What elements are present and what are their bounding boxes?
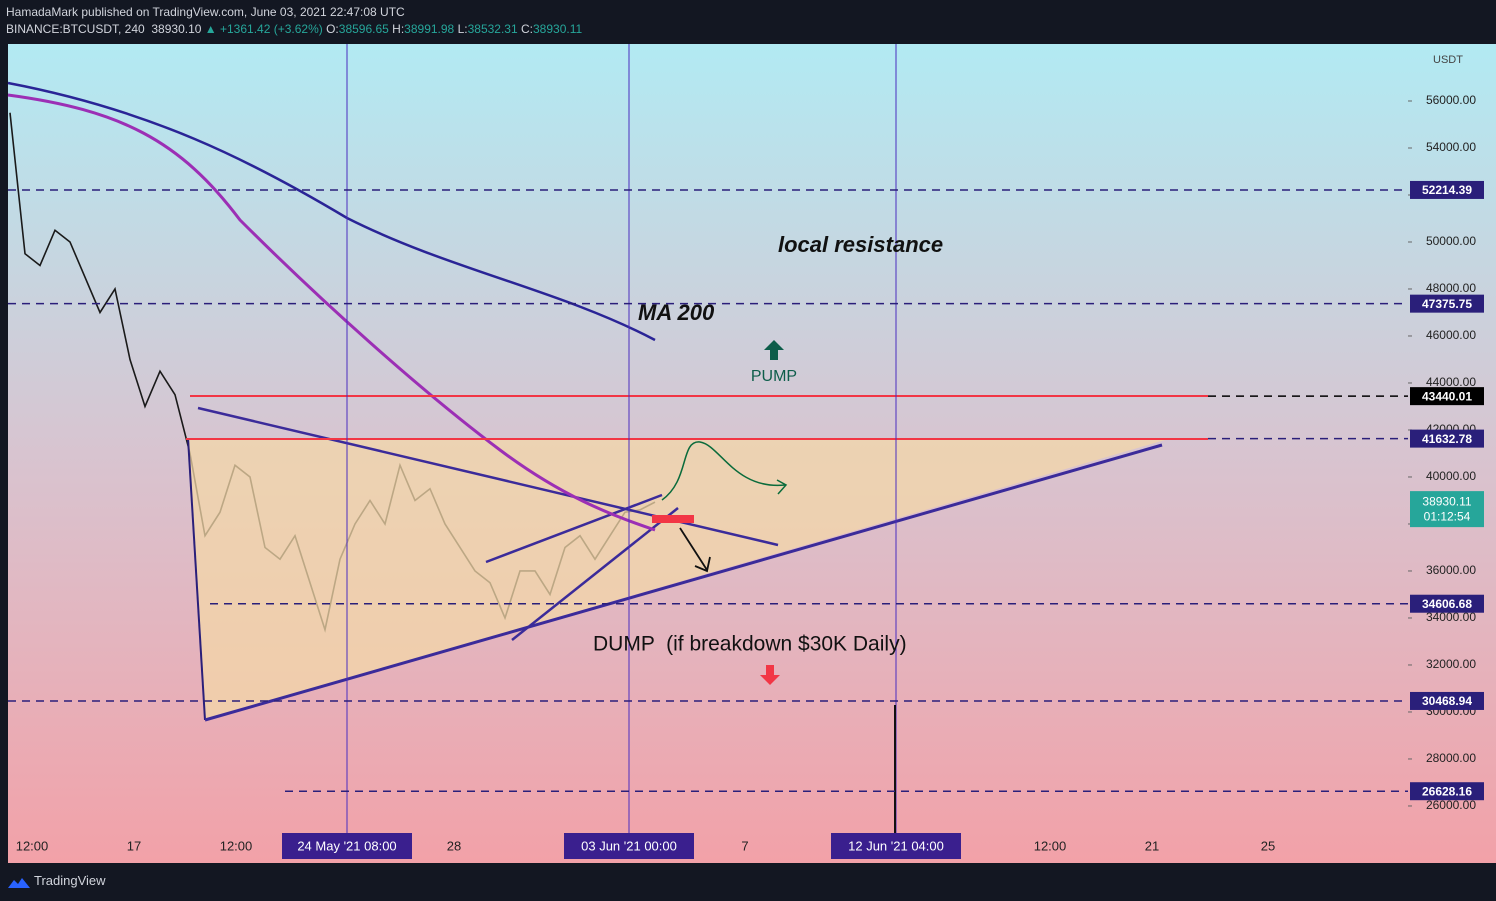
y-tick-label: 50000.00 [1426,234,1476,248]
level-label-box [1410,429,1484,448]
level-label: 41632.78 [1422,432,1472,446]
ohlc-key: C: [521,22,533,36]
ohlc-key: H: [392,22,405,36]
y-tick-label: 46000.00 [1426,328,1476,342]
x-tick-label: 17 [127,838,141,853]
y-tick-label: 40000.00 [1426,469,1476,483]
triangle-area [188,438,1172,720]
x-tick-label: 7 [741,838,748,853]
annotation: PUMP [751,368,797,385]
dump-arrow-icon [760,665,780,685]
ohlc-key: L: [457,22,468,36]
change: ▲ +1361.42 (+3.62%) [204,22,323,36]
triangle-edge [187,437,206,721]
level-label: 43440.01 [1422,389,1472,403]
y-tick-label: 54000.00 [1426,140,1476,154]
y-tick-label: 28000.00 [1426,751,1476,765]
x-tick-label: 25 [1261,838,1275,853]
x-tick-label: 24 May '21 08:00 [297,838,396,853]
logo [8,878,30,888]
y-tick-label: 34000.00 [1426,610,1476,624]
countdown: 01:12:54 [1424,509,1471,523]
y-tick-label: 48000.00 [1426,281,1476,295]
level-label: 34606.68 [1422,597,1472,611]
level-label: 26628.16 [1422,784,1472,798]
x-tick-label: 21 [1145,838,1159,853]
current-price: 38930.11 [1422,494,1471,508]
y-tick-label: 32000.00 [1426,657,1476,671]
ohlc-value: 38930.11 [533,22,583,36]
pump-arrow [764,340,784,360]
level-label-box [1410,594,1484,613]
level-label-box [1410,782,1484,801]
ohlc: O:38596.65 H:38991.98 L:38532.31 C:38930… [326,22,585,36]
support-trendline [204,443,1163,722]
brand: TradingView [34,873,106,888]
publisher: HamadaMark published on TradingView.com,… [6,5,405,19]
annotation: MA 200 [638,300,715,325]
red-box [652,515,694,523]
x-tick-label: 28 [447,838,461,853]
y-tick-label: 44000.00 [1426,375,1476,389]
level-label-box [1410,387,1484,406]
footer-bar [0,863,1496,901]
header: HamadaMark published on TradingView.com,… [0,0,1496,44]
level-label: 52214.39 [1422,183,1472,197]
level-label-box [1410,294,1484,313]
ohlc-value: 38991.98 [404,22,455,36]
ma-line [7,93,656,532]
y-tick-label: 26000.00 [1426,798,1476,812]
level-label-box [1410,691,1484,710]
x-tick-label: 12:00 [1034,838,1067,853]
wedge-top [485,493,663,564]
annotation: DUMP (if breakdown $30K Daily) [593,633,907,656]
x-label-box [564,833,694,859]
x-tick-label: 12:00 [16,838,49,853]
level-label-box [1410,180,1484,199]
pump-path [661,441,786,501]
symbol: BINANCE:BTCUSDT, 240 [6,22,145,36]
arrow-head [776,479,788,495]
last: 38930.10 [151,22,202,36]
annotation: local resistance [778,232,943,257]
ohlc-value: 38596.65 [338,22,389,36]
symbol-line: BINANCE:BTCUSDT, 240 38930.10 ▲ +1361.42… [6,22,586,36]
footer: TradingView [8,873,106,888]
price-axis-background [1408,44,1496,863]
y-tick-label: 56000.00 [1426,93,1476,107]
current-price-box [1410,491,1484,528]
level-label: 30468.94 [1422,694,1472,708]
x-tick-label: 12 Jun '21 04:00 [848,838,944,853]
x-tick-label: 03 Jun '21 00:00 [581,838,677,853]
x-label-box [282,833,412,859]
ohlc-value: 38532.31 [467,22,518,36]
dump-arrow [679,527,711,573]
x-tick-label: 12:00 [220,838,253,853]
level-label: 47375.75 [1422,297,1472,311]
currency: USDT [1433,54,1463,66]
x-label-box [831,833,961,859]
ohlc-key: O: [326,22,339,36]
y-tick-label: 36000.00 [1426,563,1476,577]
